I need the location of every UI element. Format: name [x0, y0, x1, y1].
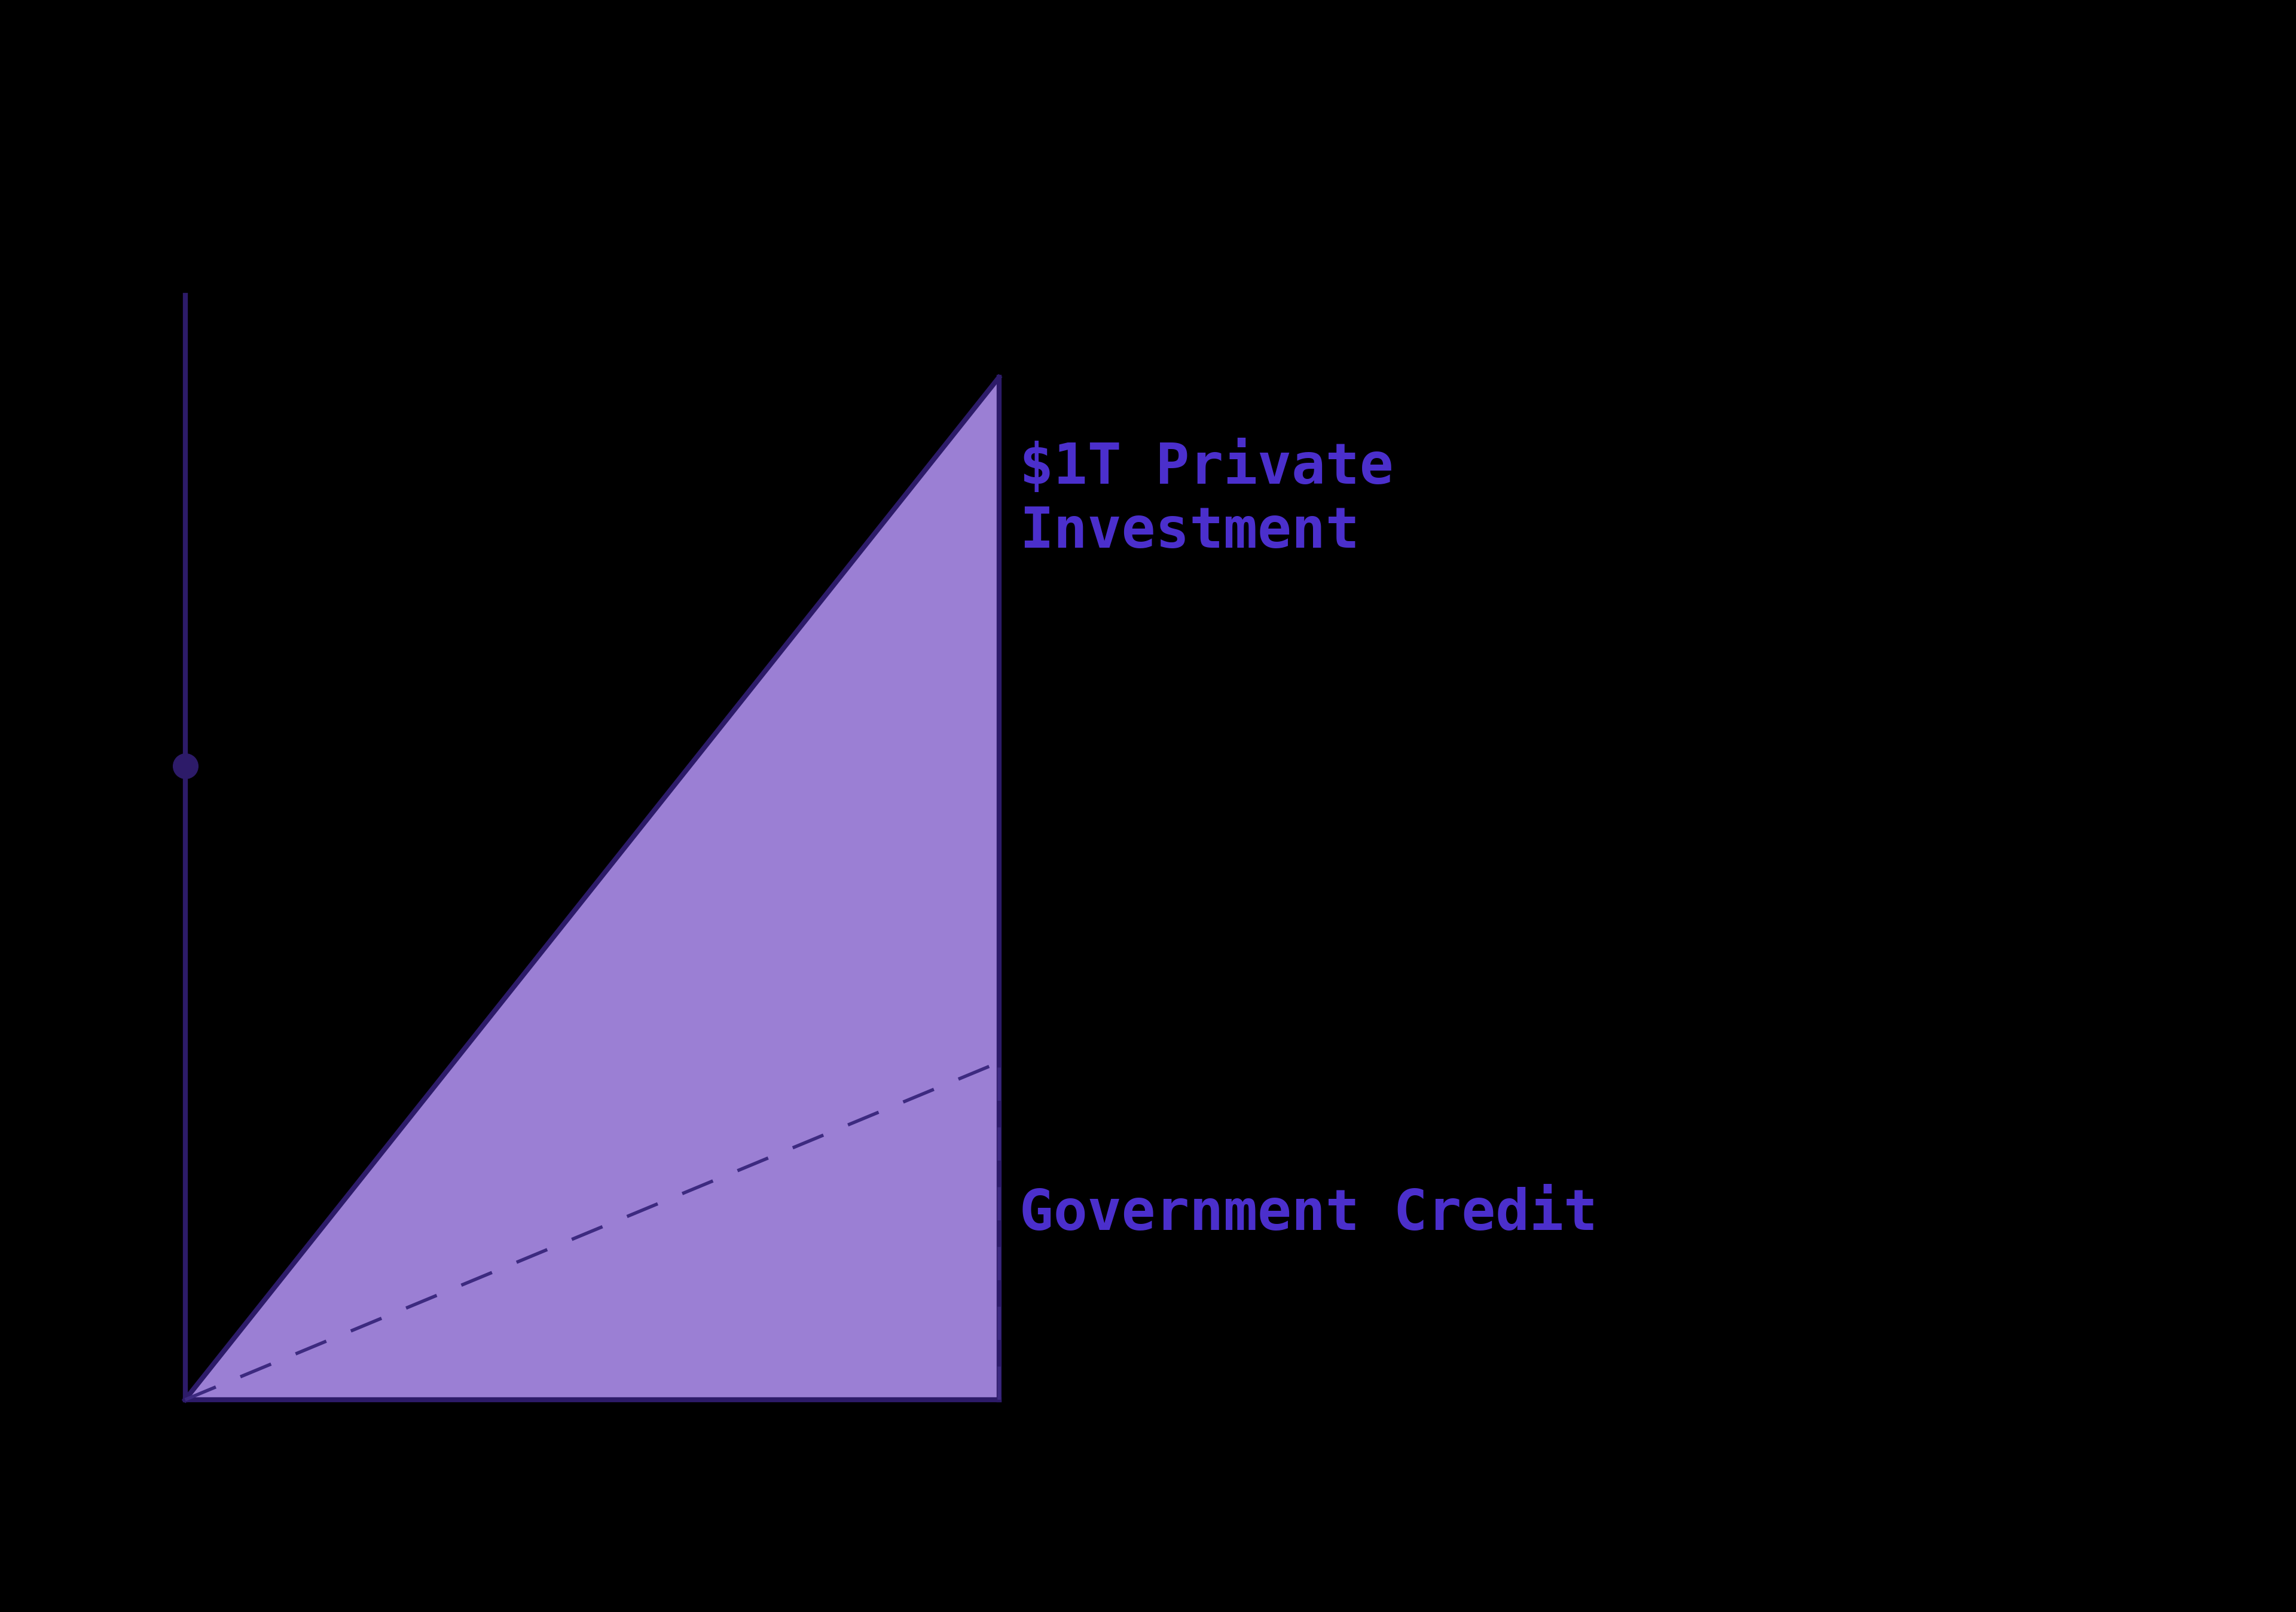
Polygon shape — [186, 377, 999, 1399]
Text: $1T Private
Investment: $1T Private Investment — [1019, 440, 1394, 559]
Text: Government Credit: Government Credit — [1019, 1186, 1598, 1241]
